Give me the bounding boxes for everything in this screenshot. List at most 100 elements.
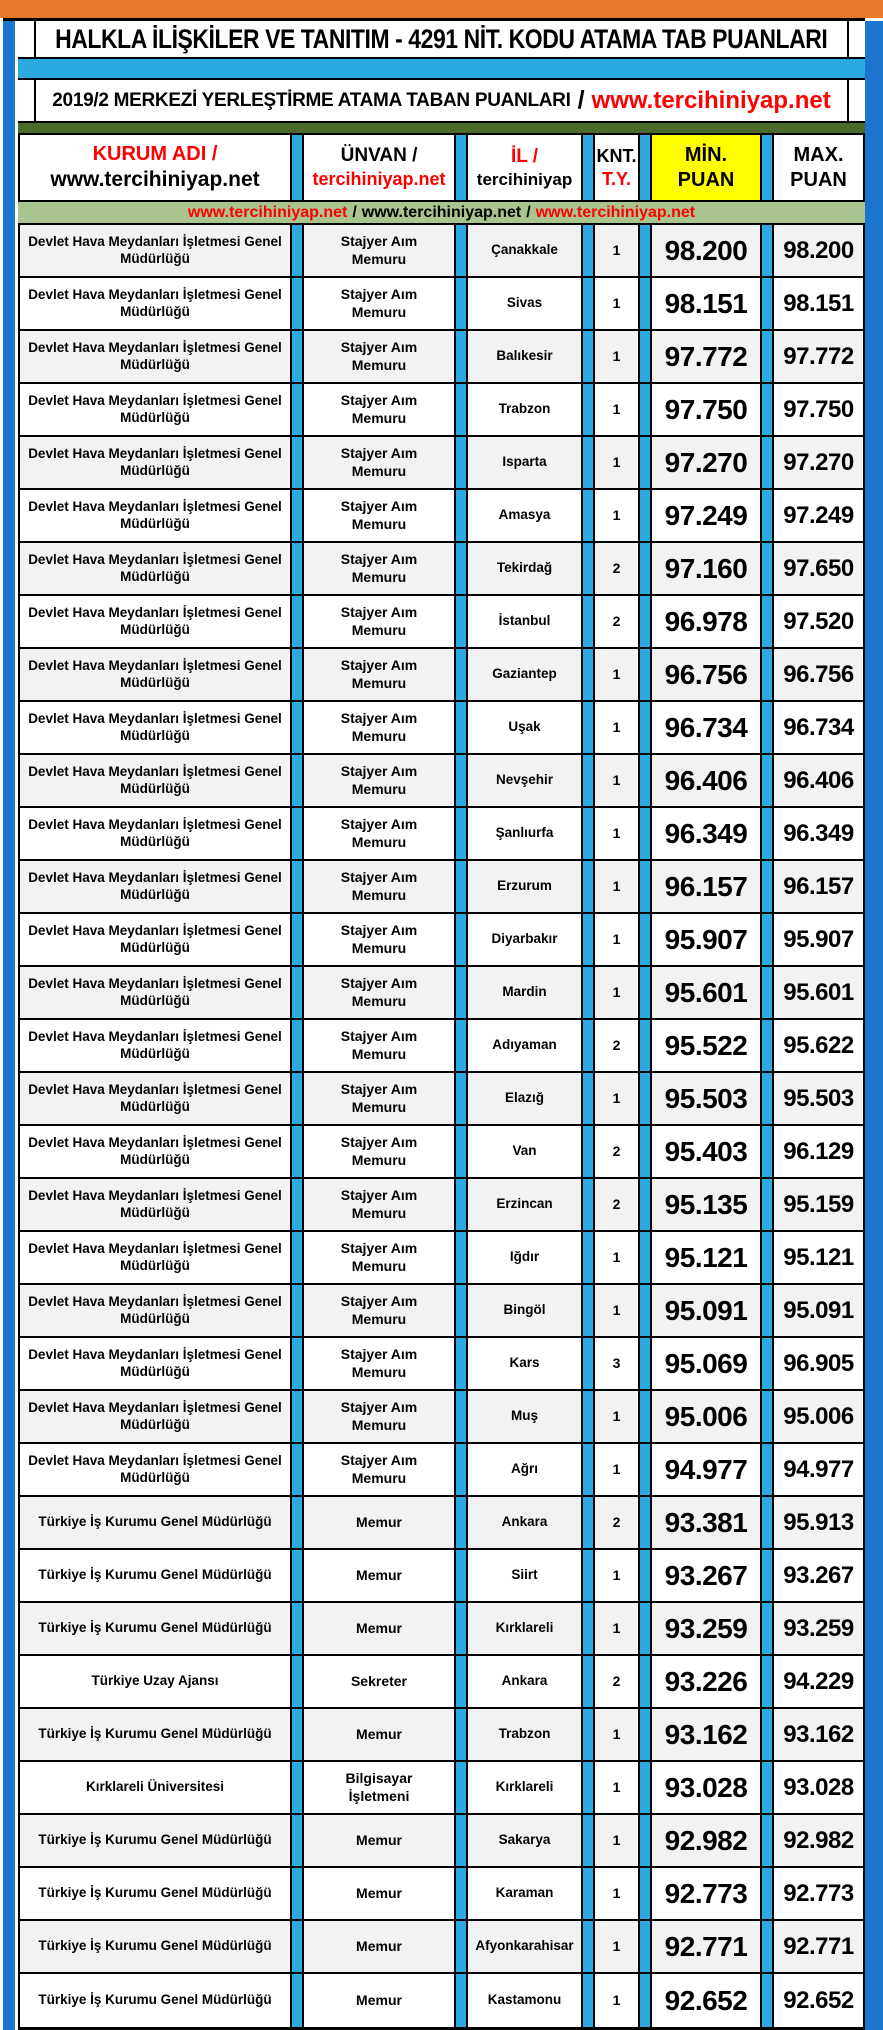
max-score-value: 92.982 <box>783 1826 854 1854</box>
unvan-value: Stajyer Aım Memuru <box>340 975 418 1009</box>
min-cell: 97.750 <box>650 384 762 435</box>
unvan-value: Stajyer Aım Memuru <box>340 1293 418 1327</box>
min-score-value: 95.907 <box>664 924 748 955</box>
min-cell: 93.162 <box>650 1709 762 1760</box>
max-score-value: 97.750 <box>783 395 854 423</box>
min-cell: 96.756 <box>650 649 762 700</box>
max-header-line2: PUAN <box>790 168 847 191</box>
min-score-value: 93.381 <box>664 1507 748 1538</box>
il-value: Kars <box>509 1355 540 1371</box>
min-cell: 96.157 <box>650 861 762 912</box>
min-cell: 94.977 <box>650 1444 762 1495</box>
max-cell: 97.650 <box>772 543 865 594</box>
unvan-value: Stajyer Aım Memuru <box>340 1452 418 1486</box>
knt-cell: 2 <box>593 1497 640 1548</box>
min-score-value: 93.028 <box>664 1772 748 1803</box>
top-orange-bar <box>0 0 883 18</box>
max-score-value: 97.520 <box>783 607 854 635</box>
min-score-value: 95.503 <box>664 1083 748 1114</box>
kurum-cell: Devlet Hava Meydanları İşletmesi Genel M… <box>18 649 292 700</box>
unvan-cell: Stajyer Aım Memuru <box>302 1020 456 1071</box>
max-score-value: 92.771 <box>783 1932 854 1960</box>
knt-value: 1 <box>612 1937 621 1954</box>
il-value: Kırklareli <box>495 1620 554 1636</box>
min-score-value: 98.200 <box>664 235 748 266</box>
max-cell: 95.091 <box>772 1285 865 1336</box>
kurum-value: Türkiye İş Kurumu Genel Müdürlüğü <box>38 1885 272 1901</box>
knt-value: 1 <box>612 1301 621 1318</box>
unvan-cell: Stajyer Aım Memuru <box>302 1444 456 1495</box>
knt-value: 3 <box>612 1354 621 1371</box>
unvan-cell: Memur <box>302 1603 456 1654</box>
table-row: Devlet Hava Meydanları İşletmesi Genel M… <box>18 596 865 649</box>
max-score-value: 93.162 <box>783 1720 854 1748</box>
il-value: Nevşehir <box>495 772 554 788</box>
unvan-cell: Stajyer Aım Memuru <box>302 1232 456 1283</box>
il-cell: Tekirdağ <box>466 543 583 594</box>
unvan-value: Stajyer Aım Memuru <box>340 498 418 532</box>
unvan-value: Stajyer Aım Memuru <box>340 1346 418 1380</box>
max-cell: 93.162 <box>772 1709 865 1760</box>
kurum-cell: Türkiye İş Kurumu Genel Müdürlüğü <box>18 1815 292 1866</box>
il-value: Ankara <box>501 1514 548 1530</box>
knt-value: 1 <box>612 1991 621 2008</box>
min-cell: 95.522 <box>650 1020 762 1071</box>
max-cell: 96.129 <box>772 1126 865 1177</box>
kurum-value: Devlet Hava Meydanları İşletmesi Genel M… <box>28 551 282 584</box>
kurum-value: Devlet Hava Meydanları İşletmesi Genel M… <box>28 498 282 531</box>
min-cell: 93.226 <box>650 1656 762 1707</box>
knt-header-line1: KNT. <box>596 146 637 166</box>
kurum-value: Türkiye İş Kurumu Genel Müdürlüğü <box>38 1992 272 2008</box>
kurum-cell: Devlet Hava Meydanları İşletmesi Genel M… <box>18 1444 292 1495</box>
max-cell: 98.151 <box>772 278 865 329</box>
table-row: Türkiye İş Kurumu Genel Müdürlüğü Memur … <box>18 1921 865 1974</box>
table-row: Devlet Hava Meydanları İşletmesi Genel M… <box>18 1444 865 1497</box>
unvan-value: Stajyer Aım Memuru <box>340 445 418 479</box>
kurum-value: Türkiye İş Kurumu Genel Müdürlüğü <box>38 1726 272 1742</box>
min-score-value: 93.259 <box>664 1613 748 1644</box>
kurum-cell: Devlet Hava Meydanları İşletmesi Genel M… <box>18 384 292 435</box>
il-header-line1: İL / <box>510 146 539 167</box>
unvan-value: Stajyer Aım Memuru <box>340 1187 418 1221</box>
knt-value: 1 <box>612 930 621 947</box>
max-cell: 94.229 <box>772 1656 865 1707</box>
knt-value: 1 <box>612 665 621 682</box>
unvan-value: Stajyer Aım Memuru <box>340 763 418 797</box>
min-cell: 96.406 <box>650 755 762 806</box>
unvan-cell: Stajyer Aım Memuru <box>302 490 456 541</box>
il-cell: Siirt <box>466 1550 583 1601</box>
kurum-value: Devlet Hava Meydanları İşletmesi Genel M… <box>28 1293 282 1326</box>
knt-value: 1 <box>612 400 621 417</box>
min-cell: 93.267 <box>650 1550 762 1601</box>
column-header-il: İL / tercihiniyap <box>466 135 583 200</box>
table-row: Devlet Hava Meydanları İşletmesi Genel M… <box>18 437 865 490</box>
min-score-value: 92.771 <box>664 1931 748 1962</box>
watermark-1: www.tercihiniyap.net <box>187 203 348 221</box>
il-cell: Kastamonu <box>466 1974 583 2027</box>
knt-cell: 1 <box>593 649 640 700</box>
page-subtitle: 2019/2 MERKEZİ YERLEŞTİRME ATAMA TABAN P… <box>34 80 849 121</box>
table-row: Devlet Hava Meydanları İşletmesi Genel M… <box>18 808 865 861</box>
min-cell: 93.381 <box>650 1497 762 1548</box>
kurum-header-line1: KURUM ADI / <box>92 142 218 165</box>
min-cell: 95.135 <box>650 1179 762 1230</box>
kurum-cell: Devlet Hava Meydanları İşletmesi Genel M… <box>18 1126 292 1177</box>
max-score-value: 95.159 <box>783 1190 854 1218</box>
kurum-cell: Türkiye Uzay Ajansı <box>18 1656 292 1707</box>
max-score-value: 95.503 <box>783 1084 854 1112</box>
il-value: Iğdır <box>509 1249 540 1265</box>
knt-value: 1 <box>612 241 621 258</box>
il-cell: Balıkesir <box>466 331 583 382</box>
max-score-value: 94.977 <box>783 1455 854 1483</box>
kurum-value: Türkiye İş Kurumu Genel Müdürlüğü <box>38 1567 272 1583</box>
unvan-value: Memur <box>356 1513 402 1530</box>
table-row: Devlet Hava Meydanları İşletmesi Genel M… <box>18 1232 865 1285</box>
max-score-value: 97.249 <box>783 501 854 529</box>
kurum-cell: Türkiye İş Kurumu Genel Müdürlüğü <box>18 1497 292 1548</box>
knt-value: 1 <box>612 1407 621 1424</box>
max-cell: 95.907 <box>772 914 865 965</box>
il-cell: Gaziantep <box>466 649 583 700</box>
unvan-cell: Memur <box>302 1709 456 1760</box>
max-score-value: 93.267 <box>783 1561 854 1589</box>
il-value: Tekirdağ <box>496 560 553 576</box>
